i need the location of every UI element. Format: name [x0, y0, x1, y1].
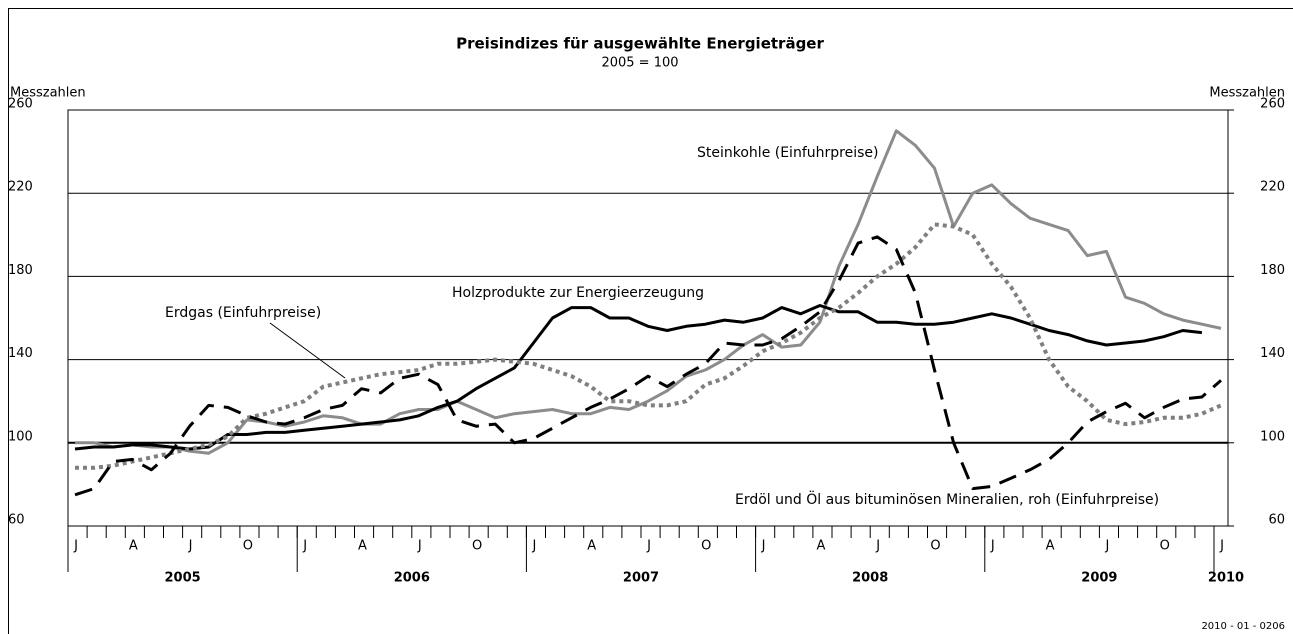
x-tick-label: J: [1104, 539, 1109, 554]
year-label: 2006: [394, 571, 430, 586]
x-tick-label: O: [472, 539, 482, 554]
x-tick-label: O: [1160, 539, 1170, 554]
y2-tick-label: 100: [1260, 429, 1285, 444]
series-line: [75, 222, 1222, 470]
chart-subtitle: 2005 = 100: [601, 56, 678, 71]
frame: [8, 8, 1293, 634]
x-tick-label: O: [930, 539, 940, 554]
y-tick-label: 140: [8, 346, 33, 361]
x-tick-label: A: [358, 539, 367, 554]
x-tick-label: O: [243, 539, 253, 554]
chart-title: Preisindizes für ausgewählte Energieträg…: [456, 35, 824, 53]
x-tick-label: J: [646, 539, 651, 554]
series-label: Erdgas (Einfuhrpreise): [165, 305, 321, 321]
y-tick-label: 260: [8, 97, 33, 112]
y-tick-label: 100: [8, 429, 33, 444]
series-label: Holzprodukte zur Energieerzeugung: [452, 285, 704, 301]
leader-line: [269, 322, 346, 379]
y-tick-label: 60: [8, 513, 25, 528]
series-line: [74, 235, 1222, 497]
plot-area: [67, 109, 1229, 527]
series-label: Erdöl und Öl aus bituminösen Mineralien,…: [735, 490, 1159, 508]
y2-tick-label: 140: [1260, 346, 1285, 361]
x-tick-label: J: [990, 539, 995, 554]
x-tick-label: J: [1219, 539, 1224, 554]
x-tick-label: J: [302, 539, 307, 554]
x-tick-label: J: [188, 539, 193, 554]
series-line: [74, 304, 1203, 451]
x-tick-label: O: [701, 539, 711, 554]
x-tick-label: J: [417, 539, 422, 554]
x-tick-label: J: [531, 539, 536, 554]
x-tick-label: A: [129, 539, 138, 554]
x-tick-label: J: [73, 539, 78, 554]
footnote: 2010 - 01 - 0206: [1201, 621, 1285, 632]
y2-tick-label: 220: [1260, 180, 1285, 195]
x-tick-label: J: [761, 539, 766, 554]
y2-tick-label: 180: [1260, 263, 1285, 278]
x-tick-label: A: [816, 539, 825, 554]
year-label: 2010: [1208, 571, 1244, 586]
year-label: 2008: [852, 571, 888, 586]
y-tick-label: 220: [8, 180, 33, 195]
y-tick-label: 180: [8, 263, 33, 278]
x-tick-label: A: [1046, 539, 1055, 554]
x-tick-label: J: [875, 539, 880, 554]
year-label: 2005: [165, 571, 201, 586]
y-axis-label: Messzahlen: [10, 86, 86, 101]
year-label: 2007: [623, 571, 659, 586]
y2-axis-label: Messzahlen: [1209, 86, 1285, 101]
series-label: Steinkohle (Einfuhrpreise): [697, 145, 878, 161]
year-label: 2009: [1081, 571, 1117, 586]
y2-tick-label: 60: [1268, 513, 1285, 528]
x-tick-label: A: [587, 539, 596, 554]
y2-tick-label: 260: [1260, 97, 1285, 112]
